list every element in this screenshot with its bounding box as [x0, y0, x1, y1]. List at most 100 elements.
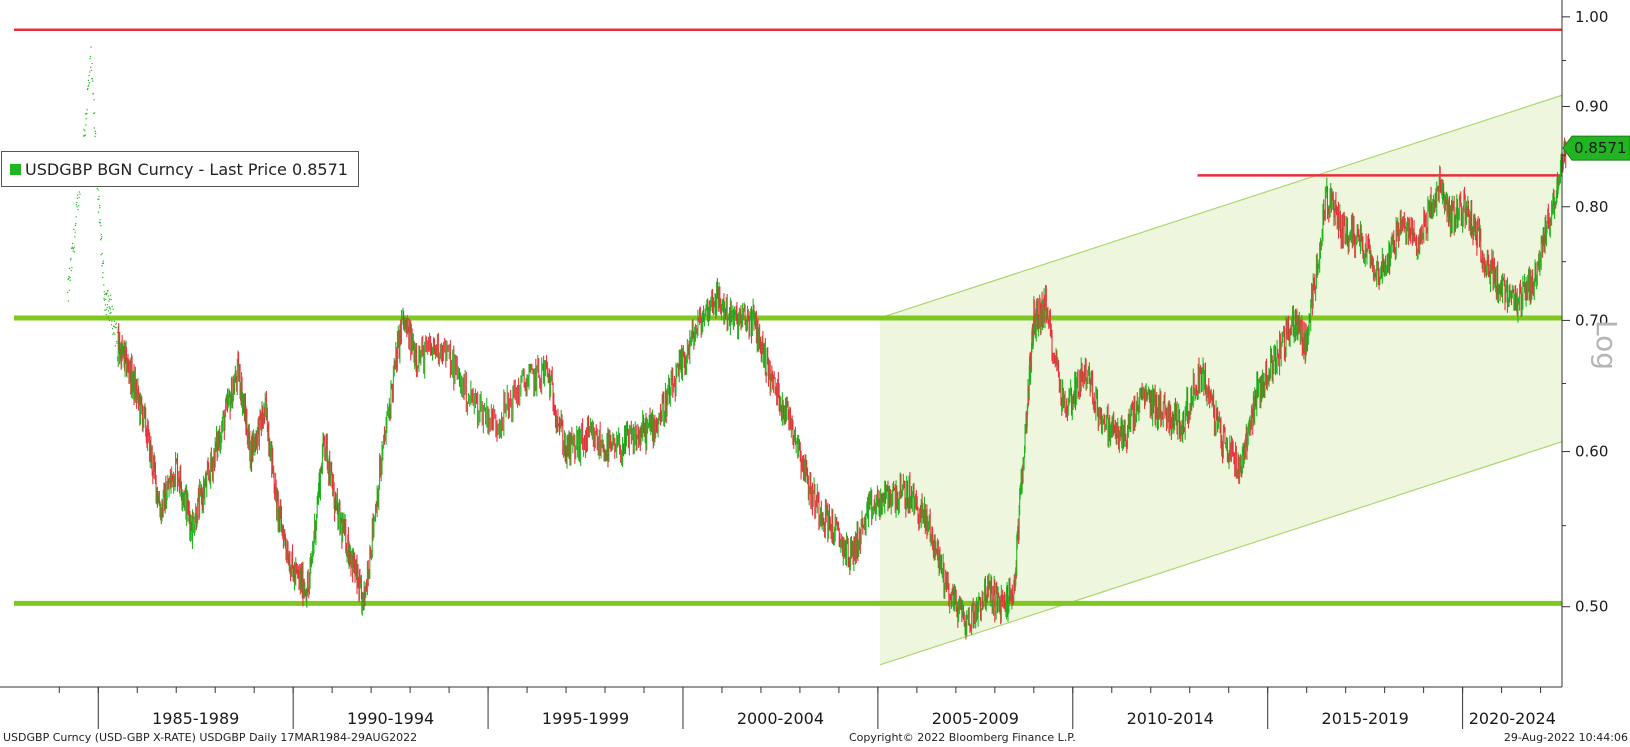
price-point [78, 205, 80, 207]
price-point [90, 46, 92, 48]
price-point [73, 251, 76, 253]
price-point [74, 231, 76, 233]
last-price-tag-shape [1562, 135, 1630, 161]
price-point [69, 279, 71, 281]
last-price-tag: 0.8571 [1562, 135, 1630, 161]
legend-label: USDGBP BGN Curncy - Last Price 0.8571 [25, 159, 348, 179]
price-point [108, 300, 110, 302]
price-point [87, 79, 90, 82]
price-point [101, 236, 103, 238]
chart-legend: USDGBP BGN Curncy - Last Price 0.8571 [1, 151, 359, 187]
price-point [112, 325, 115, 327]
price-point [74, 224, 77, 227]
price-point [83, 128, 85, 131]
price-point [113, 325, 115, 327]
x-tick-label: 2020-2024 [1469, 709, 1556, 728]
price-point [78, 191, 80, 193]
price-point [97, 211, 100, 213]
price-point [111, 305, 113, 307]
price-point [109, 294, 112, 296]
price-point [72, 250, 74, 252]
price-point [99, 219, 101, 221]
price-point [71, 246, 73, 248]
price-point [109, 307, 111, 309]
price-point [83, 135, 86, 137]
price-point [90, 66, 92, 68]
price-point [103, 299, 106, 301]
price-point [98, 204, 101, 206]
price-point [103, 291, 105, 293]
price-point [84, 113, 87, 115]
price-point [99, 239, 102, 241]
price-point [89, 57, 91, 60]
price-point [111, 320, 113, 322]
price-point [98, 195, 100, 197]
price-point [92, 80, 94, 82]
price-point [116, 342, 118, 344]
price-point [115, 323, 117, 325]
price-point [100, 225, 102, 227]
price-point [113, 332, 115, 334]
footer-timestamp: 29-Aug-2022 10:44:06 [1503, 731, 1628, 744]
x-tick-label: 1990-1994 [347, 709, 434, 728]
x-tick-label: 2010-2014 [1127, 709, 1214, 728]
price-point [91, 77, 93, 80]
price-point [85, 118, 87, 120]
price-point [114, 333, 116, 335]
price-point [67, 278, 69, 281]
price-point [69, 276, 71, 279]
price-point [98, 198, 100, 200]
legend-swatch [10, 163, 21, 175]
price-point [72, 248, 75, 250]
price-point [78, 196, 80, 199]
price-point [100, 233, 102, 236]
price-point [87, 85, 89, 88]
y-tick-label: 0.60 [1575, 443, 1608, 461]
price-point [104, 304, 107, 306]
footer-copyright: Copyright© 2022 Bloomberg Finance L.P. [849, 731, 1076, 744]
price-point [93, 99, 95, 101]
price-point [86, 88, 89, 91]
trend-channel-upper-line [879, 94, 1563, 319]
price-point [105, 314, 107, 316]
price-series [67, 46, 1567, 640]
price-point [97, 198, 99, 200]
price-point [72, 247, 74, 249]
log-scale-label: Log [1590, 320, 1623, 370]
x-tick-label: 2015-2019 [1322, 709, 1409, 728]
price-point [101, 252, 103, 255]
price-point [86, 109, 88, 111]
price-point [97, 189, 99, 191]
price-point [99, 222, 101, 224]
price-point [103, 297, 105, 300]
price-point [89, 71, 91, 73]
price-point [107, 289, 109, 292]
price-point [104, 309, 106, 311]
price-point [86, 112, 88, 115]
price-point [70, 259, 72, 261]
price-point [85, 124, 87, 126]
price-point [90, 69, 92, 71]
footer-security-info: USDGBP Curncy (USD-GBP X-RATE) USDGBP Da… [3, 731, 418, 744]
x-tick-label: 2000-2004 [737, 709, 824, 728]
price-point [75, 216, 77, 218]
price-point [105, 298, 107, 301]
price-point [112, 333, 114, 335]
price-point [88, 75, 90, 77]
price-point [69, 267, 71, 270]
price-point [76, 206, 78, 208]
price-point [75, 223, 77, 225]
price-point [104, 293, 106, 295]
price-point [93, 112, 95, 115]
price-point [101, 262, 104, 264]
y-tick-label: 0.90 [1575, 98, 1608, 116]
price-point [107, 316, 109, 318]
price-point [108, 310, 110, 312]
price-point [88, 82, 91, 84]
price-point [115, 327, 117, 329]
price-point [71, 267, 73, 269]
trend-channel [879, 94, 1563, 666]
x-tick-label: 2005-2009 [932, 709, 1019, 728]
price-point [73, 228, 75, 231]
